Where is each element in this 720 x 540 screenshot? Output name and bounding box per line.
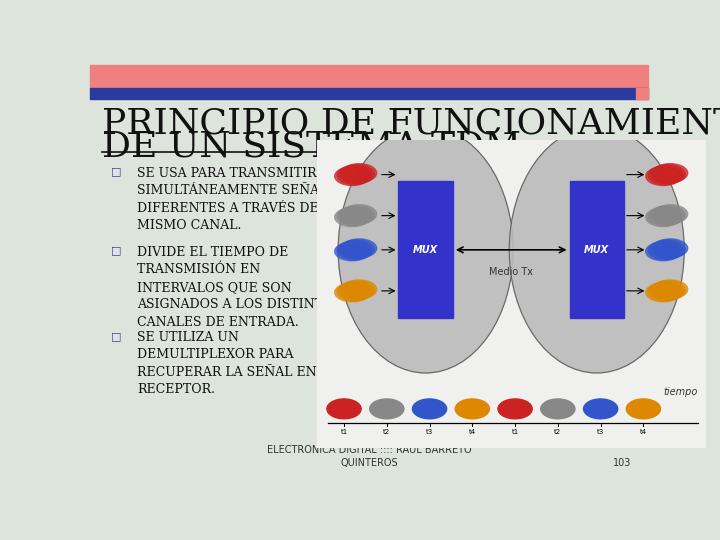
Ellipse shape [650,165,685,184]
Bar [636,87,648,99]
Bar [570,181,624,318]
Ellipse shape [337,207,372,226]
Ellipse shape [650,206,685,225]
Ellipse shape [342,280,377,299]
Ellipse shape [626,399,660,419]
Ellipse shape [413,399,446,419]
Text: t2: t2 [383,429,390,435]
Ellipse shape [650,281,685,300]
Text: Medio Tx: Medio Tx [489,267,534,277]
Ellipse shape [327,399,361,419]
Ellipse shape [338,127,513,373]
Ellipse shape [337,241,372,260]
Text: t3: t3 [597,429,604,435]
Ellipse shape [648,207,683,226]
Ellipse shape [335,208,369,227]
Ellipse shape [339,240,374,259]
Ellipse shape [653,280,688,299]
Ellipse shape [650,240,685,259]
Ellipse shape [339,281,374,300]
Ellipse shape [648,282,683,301]
Ellipse shape [342,205,377,224]
Text: □: □ [111,246,122,255]
Ellipse shape [648,241,683,260]
Ellipse shape [337,166,372,185]
Text: □: □ [111,331,122,341]
Ellipse shape [335,242,369,261]
Ellipse shape [583,399,618,419]
Ellipse shape [646,283,680,302]
Ellipse shape [455,399,490,419]
Ellipse shape [653,164,688,183]
Ellipse shape [369,399,404,419]
Text: tiempo: tiempo [663,387,698,397]
Ellipse shape [342,164,377,183]
Ellipse shape [339,165,374,184]
Ellipse shape [653,239,688,258]
Text: SE USA PARA TRANSMITIR
SIMULTÁNEAMENTE SEÑALES
DIFERENTES A TRAVÉS DE UN
MISMO C: SE USA PARA TRANSMITIR SIMULTÁNEAMENTE S… [138,167,346,232]
Text: t3: t3 [426,429,433,435]
Bar [90,87,648,99]
Ellipse shape [541,399,575,419]
Text: t1: t1 [511,429,518,435]
Ellipse shape [509,127,684,373]
Ellipse shape [335,167,369,186]
Ellipse shape [646,208,680,227]
Text: t4: t4 [469,429,476,435]
Ellipse shape [646,242,680,261]
Ellipse shape [337,282,372,301]
Text: 103: 103 [613,458,631,468]
Text: t2: t2 [554,429,562,435]
Ellipse shape [339,206,374,225]
Text: ELECTRONICA DIGITAL :::: RAUL BARRETO
QUINTEROS: ELECTRONICA DIGITAL :::: RAUL BARRETO QU… [266,445,472,468]
Text: DE UN SISTEMA TDM: DE UN SISTEMA TDM [102,129,521,163]
Bar [398,181,453,318]
Ellipse shape [342,239,377,258]
Ellipse shape [498,399,532,419]
Text: t1: t1 [341,429,348,435]
Ellipse shape [646,167,680,186]
Text: SE UTILIZA UN
DEMULTIPLEXOR PARA
RECUPERAR LA SEÑAL EN EL
RECEPTOR.: SE UTILIZA UN DEMULTIPLEXOR PARA RECUPER… [138,331,338,396]
Text: MUX: MUX [413,245,438,255]
Bar [90,65,648,87]
Text: □: □ [111,167,122,177]
Text: PRINCIPIO DE FUNCIONAMIENTO: PRINCIPIO DE FUNCIONAMIENTO [102,106,720,140]
Ellipse shape [653,205,688,224]
Ellipse shape [335,283,369,302]
Text: t4: t4 [640,429,647,435]
Ellipse shape [648,166,683,185]
Text: MUX: MUX [584,245,609,255]
Text: DIVIDE EL TIEMPO DE
TRANSMISIÓN EN
INTERVALOS QUE SON
ASIGNADOS A LOS DISTINTOS
: DIVIDE EL TIEMPO DE TRANSMISIÓN EN INTER… [138,246,342,329]
